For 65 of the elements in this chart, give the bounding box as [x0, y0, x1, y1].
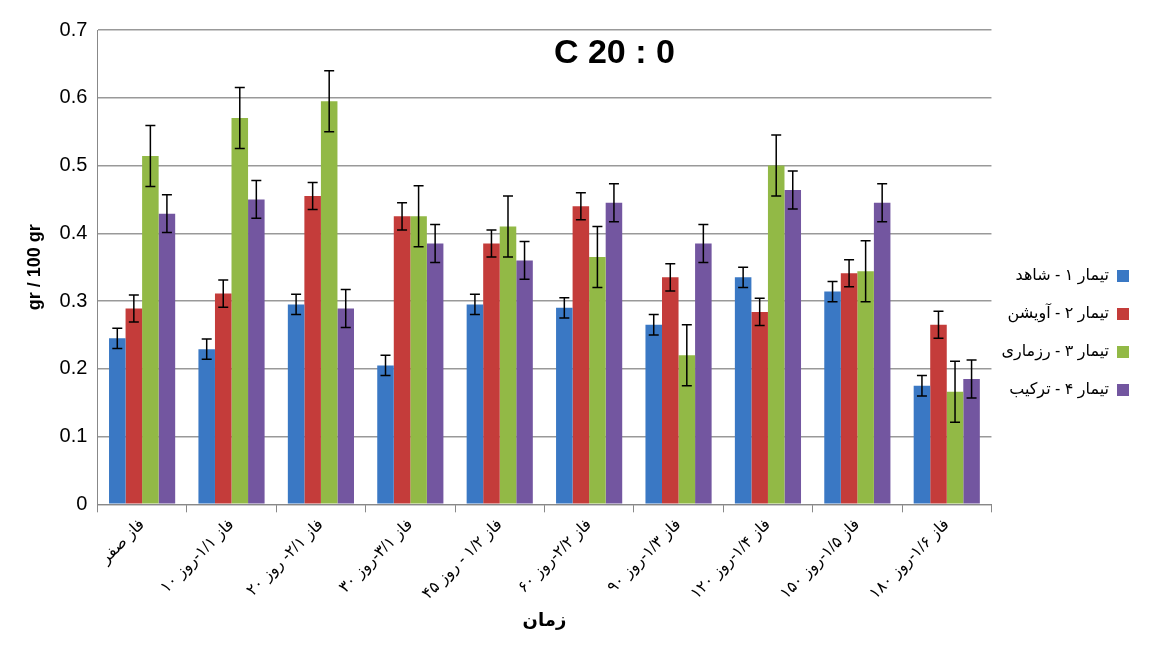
- bar: [410, 216, 427, 504]
- bar: [824, 291, 841, 504]
- bar: [320, 101, 338, 504]
- y-tick-label: 0.4: [59, 220, 88, 243]
- bar: [767, 165, 785, 504]
- bar: [214, 293, 232, 504]
- chart-title: C 20 : 0: [553, 32, 675, 71]
- bar: [662, 277, 679, 504]
- bar: [231, 118, 249, 504]
- y-tick-label: 0.5: [59, 153, 88, 176]
- x-tick-label: فاز ۱/۲ - روز ۴۵: [418, 515, 507, 604]
- bar: [198, 349, 215, 504]
- x-tick-label: فاز ۲/۲-روز ۶۰: [514, 515, 596, 597]
- bar: [556, 307, 573, 504]
- y-tick-label: 0.3: [59, 288, 88, 311]
- legend-label: تیمار ۲ - آویشن: [1007, 303, 1109, 324]
- y-tick-label: 0.6: [59, 85, 88, 108]
- y-axis-title: gr / 100 gr: [23, 224, 44, 311]
- x-tick-label: فاز ۱/۳-روز ۹۰: [603, 515, 686, 597]
- bar: [466, 304, 484, 504]
- bar: [393, 216, 411, 504]
- x-tick-label: فاز صفر: [95, 515, 149, 569]
- y-tick-label: 0: [76, 491, 88, 514]
- bar: [377, 365, 394, 504]
- bar: [873, 202, 891, 504]
- bar: [645, 324, 662, 504]
- bar: [426, 243, 444, 504]
- y-tick-label: 0.1: [59, 424, 88, 447]
- bar: [695, 243, 712, 504]
- x-tick-label: فاز ۳/۱-روز ۳۰: [335, 515, 417, 597]
- bar: [678, 355, 696, 504]
- x-tick-label: فاز ۱/۱-روز ۱۰: [156, 515, 239, 597]
- bar: [857, 271, 874, 504]
- bar: [589, 257, 606, 504]
- bar: [572, 206, 590, 504]
- bar: [963, 378, 980, 504]
- legend-label: تیمار ۴ - ترکیب: [1009, 380, 1109, 400]
- bar: [158, 213, 176, 504]
- bar: [142, 156, 159, 504]
- x-tick-label: فاز ۱/۶-روز ۱۸۰: [865, 515, 954, 604]
- y-tick-label: 0.2: [59, 356, 88, 379]
- bar: [734, 277, 752, 504]
- bar: [248, 199, 265, 504]
- bar: [125, 308, 143, 504]
- bar: [516, 260, 533, 504]
- legend-label: تیمار ۱ - شاهد: [1015, 266, 1109, 286]
- bar: [109, 338, 126, 504]
- bar: [751, 311, 768, 504]
- bar: [840, 273, 858, 504]
- x-tick-label: فاز ۲/۱- روز ۲۰: [242, 515, 328, 601]
- bar: [287, 304, 305, 504]
- bar: [913, 385, 931, 504]
- x-tick-label: فاز ۱/۵-روز ۱۵۰: [776, 515, 864, 604]
- bar: [605, 202, 623, 504]
- bar: [499, 226, 517, 504]
- y-tick-label: 0.7: [59, 17, 88, 40]
- x-tick-label: فاز ۱/۴-روز ۱۲۰: [686, 515, 775, 604]
- bar: [946, 391, 964, 504]
- bar: [337, 308, 354, 504]
- x-axis-title: زمان: [522, 610, 567, 631]
- bar: [304, 196, 321, 504]
- legend-label: تیمار ۳ - رزماری: [1001, 342, 1109, 362]
- bar: [483, 243, 500, 504]
- bar: [784, 189, 802, 504]
- bar: [930, 324, 947, 504]
